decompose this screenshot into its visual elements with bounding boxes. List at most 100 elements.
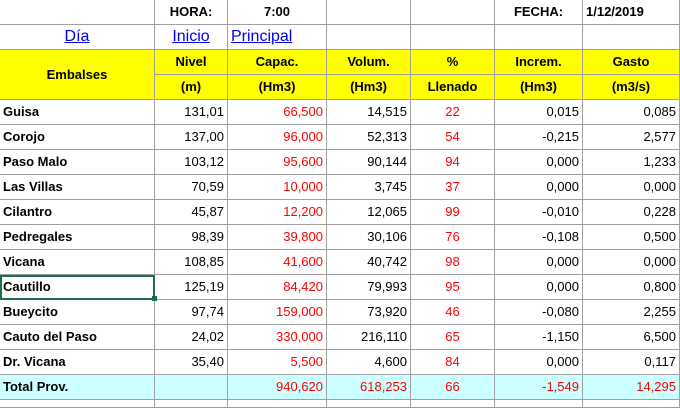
embalse-name[interactable]: Corojo — [0, 125, 155, 150]
nivel-cell[interactable]: 98,39 — [155, 225, 228, 250]
capac-cell[interactable]: 12,200 — [228, 200, 327, 225]
capac-cell[interactable]: 84,420 — [228, 275, 327, 300]
fecha-label[interactable]: FECHA: — [495, 0, 583, 25]
embalse-name[interactable]: Bueycito — [0, 300, 155, 325]
col-header-increm[interactable]: Increm. — [495, 50, 583, 75]
total-gasto[interactable]: 14,295 — [583, 375, 680, 400]
cell-empty[interactable] — [411, 0, 495, 25]
cell-empty[interactable] — [495, 400, 583, 408]
increm-cell[interactable]: 0,000 — [495, 250, 583, 275]
embalse-name[interactable]: Las Villas — [0, 175, 155, 200]
cell-empty[interactable] — [583, 400, 680, 408]
capac-cell[interactable]: 159,000 — [228, 300, 327, 325]
total-volum[interactable]: 618,253 — [327, 375, 411, 400]
gasto-cell[interactable]: 2,577 — [583, 125, 680, 150]
llenado-cell[interactable]: 94 — [411, 150, 495, 175]
increm-cell[interactable]: -0,215 — [495, 125, 583, 150]
increm-cell[interactable]: -1,150 — [495, 325, 583, 350]
cell-empty[interactable] — [155, 400, 228, 408]
capac-cell[interactable]: 5,500 — [228, 350, 327, 375]
cell-empty[interactable] — [0, 400, 155, 408]
embalse-name[interactable]: Cilantro — [0, 200, 155, 225]
cell-empty[interactable] — [327, 0, 411, 25]
inicio-link[interactable]: Inicio — [155, 25, 228, 50]
hora-value[interactable]: 7:00 — [228, 0, 327, 25]
volum-cell[interactable]: 52,313 — [327, 125, 411, 150]
gasto-cell[interactable]: 0,228 — [583, 200, 680, 225]
llenado-cell[interactable]: 22 — [411, 100, 495, 125]
embalse-name[interactable]: Cauto del Paso — [0, 325, 155, 350]
col-header-gasto[interactable]: Gasto — [583, 50, 680, 75]
embalse-name[interactable]: Dr. Vicana — [0, 350, 155, 375]
capac-cell[interactable]: 95,600 — [228, 150, 327, 175]
llenado-cell[interactable]: 98 — [411, 250, 495, 275]
volum-cell[interactable]: 4,600 — [327, 350, 411, 375]
total-increm[interactable]: -1,549 — [495, 375, 583, 400]
hora-label[interactable]: HORA: — [155, 0, 228, 25]
nivel-cell[interactable]: 35,40 — [155, 350, 228, 375]
col-unit-increm[interactable]: (Hm3) — [495, 75, 583, 100]
increm-cell[interactable]: 0,000 — [495, 350, 583, 375]
increm-cell[interactable]: -0,080 — [495, 300, 583, 325]
total-nivel[interactable] — [155, 375, 228, 400]
cell-empty[interactable] — [0, 0, 155, 25]
gasto-cell[interactable]: 0,500 — [583, 225, 680, 250]
nivel-cell[interactable]: 137,00 — [155, 125, 228, 150]
embalse-name[interactable]: Vicana — [0, 250, 155, 275]
gasto-cell[interactable]: 0,000 — [583, 175, 680, 200]
nivel-cell[interactable]: 24,02 — [155, 325, 228, 350]
cell-empty[interactable] — [495, 25, 583, 50]
col-header-embalses[interactable]: Embalses — [0, 50, 155, 100]
embalse-name[interactable]: Paso Malo — [0, 150, 155, 175]
fill-handle[interactable] — [152, 296, 157, 301]
col-header-nivel[interactable]: Nivel — [155, 50, 228, 75]
col-unit-volum[interactable]: (Hm3) — [327, 75, 411, 100]
volum-cell[interactable]: 12,065 — [327, 200, 411, 225]
llenado-cell[interactable]: 84 — [411, 350, 495, 375]
nivel-cell[interactable]: 103,12 — [155, 150, 228, 175]
volum-cell[interactable]: 73,920 — [327, 300, 411, 325]
nivel-cell[interactable]: 70,59 — [155, 175, 228, 200]
principal-link[interactable]: Principal — [228, 25, 327, 50]
gasto-cell[interactable]: 6,500 — [583, 325, 680, 350]
cell-empty[interactable] — [327, 25, 411, 50]
volum-cell[interactable]: 14,515 — [327, 100, 411, 125]
gasto-cell[interactable]: 2,255 — [583, 300, 680, 325]
dia-link[interactable]: Día — [0, 25, 155, 50]
volum-cell[interactable]: 79,993 — [327, 275, 411, 300]
col-unit-llenado[interactable]: Llenado — [411, 75, 495, 100]
increm-cell[interactable]: -0,108 — [495, 225, 583, 250]
gasto-cell[interactable]: 1,233 — [583, 150, 680, 175]
gasto-cell[interactable]: 0,117 — [583, 350, 680, 375]
nivel-cell[interactable]: 131,01 — [155, 100, 228, 125]
cell-empty[interactable] — [583, 25, 680, 50]
increm-cell[interactable]: 0,000 — [495, 175, 583, 200]
llenado-cell[interactable]: 65 — [411, 325, 495, 350]
col-header-volum[interactable]: Volum. — [327, 50, 411, 75]
col-unit-gasto[interactable]: (m3/s) — [583, 75, 680, 100]
cell-empty[interactable] — [411, 400, 495, 408]
cell-empty[interactable] — [327, 400, 411, 408]
llenado-cell[interactable]: 99 — [411, 200, 495, 225]
increm-cell[interactable]: 0,000 — [495, 150, 583, 175]
gasto-cell[interactable]: 0,000 — [583, 250, 680, 275]
llenado-cell[interactable]: 46 — [411, 300, 495, 325]
col-header-capac[interactable]: Capac. — [228, 50, 327, 75]
llenado-cell[interactable]: 95 — [411, 275, 495, 300]
embalse-name[interactable]: Pedregales — [0, 225, 155, 250]
capac-cell[interactable]: 41,600 — [228, 250, 327, 275]
capac-cell[interactable]: 66,500 — [228, 100, 327, 125]
total-llenado[interactable]: 66 — [411, 375, 495, 400]
volum-cell[interactable]: 3,745 — [327, 175, 411, 200]
capac-cell[interactable]: 39,800 — [228, 225, 327, 250]
gasto-cell[interactable]: 0,085 — [583, 100, 680, 125]
volum-cell[interactable]: 90,144 — [327, 150, 411, 175]
col-unit-capac[interactable]: (Hm3) — [228, 75, 327, 100]
col-header-llenado[interactable]: % — [411, 50, 495, 75]
embalse-name-selected[interactable]: Cautillo — [0, 275, 155, 300]
nivel-cell[interactable]: 125,19 — [155, 275, 228, 300]
capac-cell[interactable]: 96,000 — [228, 125, 327, 150]
volum-cell[interactable]: 216,110 — [327, 325, 411, 350]
increm-cell[interactable]: 0,015 — [495, 100, 583, 125]
col-unit-nivel[interactable]: (m) — [155, 75, 228, 100]
